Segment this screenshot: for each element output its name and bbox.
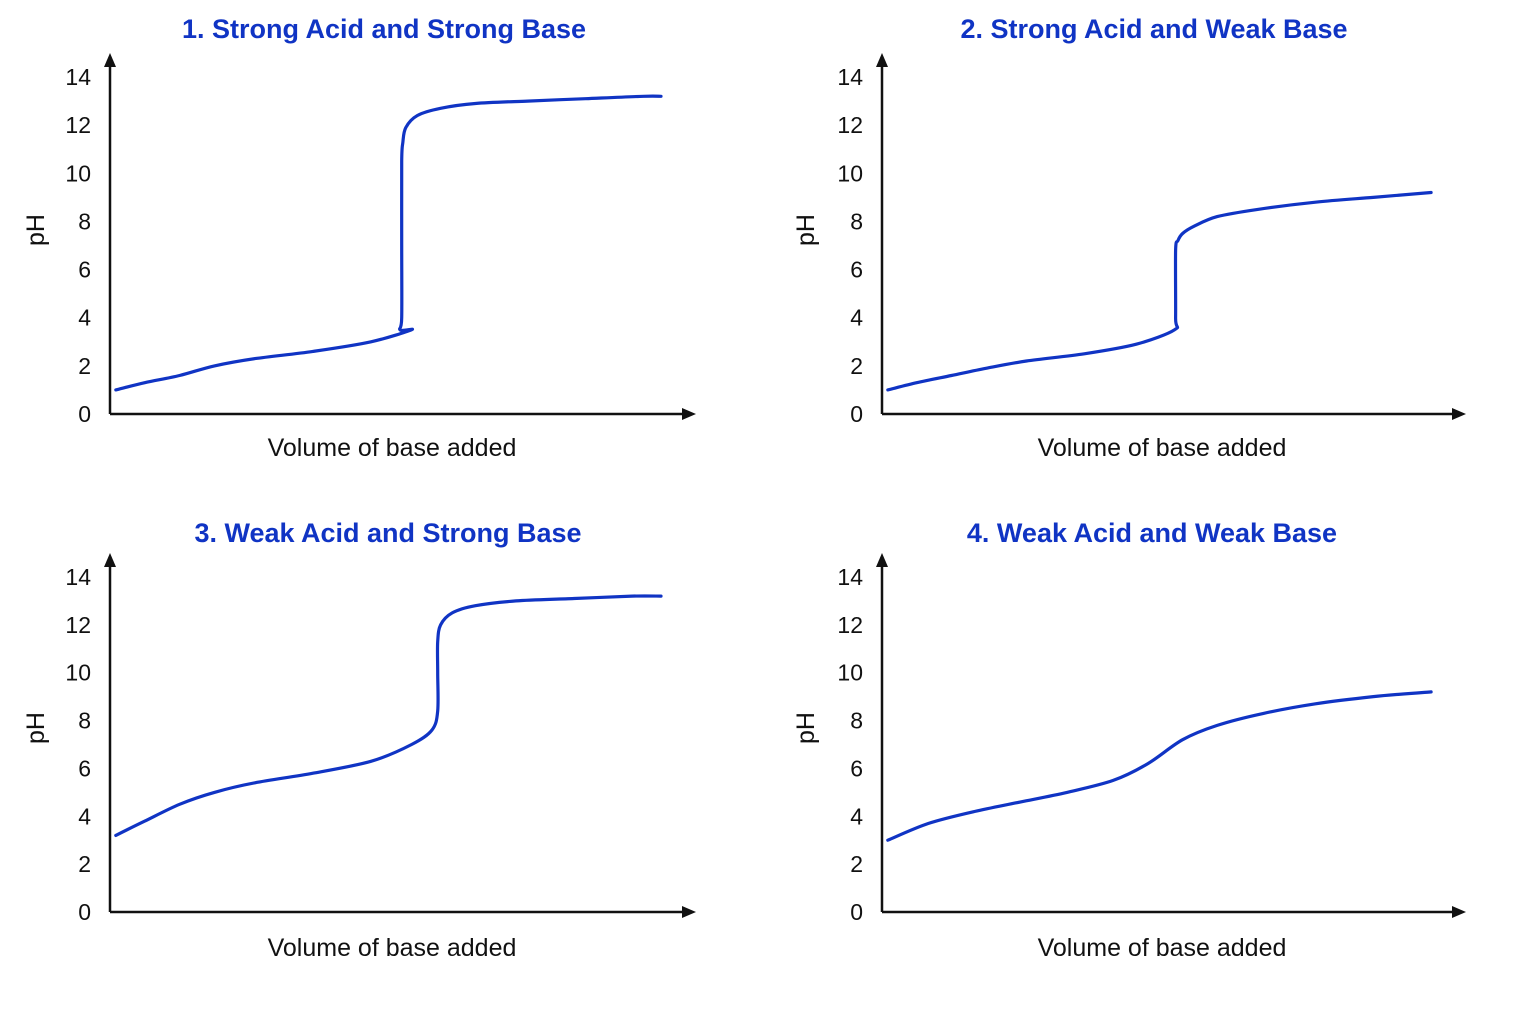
y-tick-label: 8: [78, 208, 91, 234]
x-axis-label: Volume of base added: [268, 434, 517, 462]
x-axis-label: Volume of base added: [1038, 934, 1287, 962]
chart-title: 3. Weak Acid and Strong Base: [194, 518, 581, 548]
y-tick-label: 8: [850, 208, 863, 234]
y-tick-label: 0: [850, 401, 863, 427]
chart-title: 2. Strong Acid and Weak Base: [960, 14, 1347, 44]
y-axis-label: pH: [22, 214, 50, 246]
x-axis-label: Volume of base added: [268, 934, 517, 962]
titration-curve: [886, 690, 1433, 842]
x-axis-arrowhead: [682, 906, 696, 918]
y-tick-label: 14: [65, 64, 91, 90]
y-tick-label: 4: [850, 803, 863, 829]
y-tick-label: 6: [850, 257, 863, 283]
y-axis-arrowhead: [876, 553, 888, 567]
y-tick-label: 10: [65, 660, 91, 686]
y-axis-label: pH: [22, 712, 50, 744]
chart-panel-1: 1. Strong Acid and Strong Base pH Volume…: [22, 14, 696, 462]
y-tick-label: 6: [78, 257, 91, 283]
y-tick-label: 6: [850, 755, 863, 781]
y-tick-label: 0: [78, 401, 91, 427]
chart-panel-2: 2. Strong Acid and Weak Base pH Volume o…: [792, 14, 1466, 462]
y-tick-label: 2: [850, 851, 863, 877]
y-tick-label: 8: [78, 708, 91, 734]
y-tick-label: 0: [850, 899, 863, 925]
y-axis-arrowhead: [876, 53, 888, 67]
y-axis-label: pH: [792, 712, 820, 744]
y-tick-label: 2: [850, 353, 863, 379]
y-tick-label: 10: [65, 160, 91, 186]
y-tick-label: 12: [65, 112, 91, 138]
y-tick-label: 14: [65, 564, 91, 590]
y-tick-label: 10: [837, 160, 863, 186]
y-axis-label: pH: [792, 214, 820, 246]
x-axis-arrowhead: [1452, 408, 1466, 420]
chart-title: 1. Strong Acid and Strong Base: [182, 14, 586, 44]
chart-title: 4. Weak Acid and Weak Base: [967, 518, 1337, 548]
y-tick-label: 12: [837, 112, 863, 138]
titration-curve: [114, 94, 663, 392]
y-tick-label: 14: [837, 64, 863, 90]
y-tick-label: 2: [78, 353, 91, 379]
y-tick-label: 12: [65, 612, 91, 638]
y-tick-label: 4: [78, 305, 91, 331]
titration-curve: [114, 594, 663, 837]
y-tick-label: 4: [78, 803, 91, 829]
chart-panel-3: 3. Weak Acid and Strong Base pH Volume o…: [22, 518, 696, 962]
y-tick-label: 0: [78, 899, 91, 925]
y-tick-label: 14: [837, 564, 863, 590]
x-axis-arrowhead: [1452, 906, 1466, 918]
y-tick-label: 6: [78, 755, 91, 781]
y-tick-label: 8: [850, 708, 863, 734]
chart-panel-4: 4. Weak Acid and Weak Base pH Volume of …: [792, 518, 1466, 962]
x-axis-label: Volume of base added: [1038, 434, 1287, 462]
y-axis-arrowhead: [104, 553, 116, 567]
y-tick-label: 2: [78, 851, 91, 877]
y-axis-arrowhead: [104, 53, 116, 67]
y-tick-label: 10: [837, 660, 863, 686]
y-tick-label: 4: [850, 305, 863, 331]
titration-curve: [886, 190, 1433, 392]
x-axis-arrowhead: [682, 408, 696, 420]
y-tick-label: 12: [837, 612, 863, 638]
